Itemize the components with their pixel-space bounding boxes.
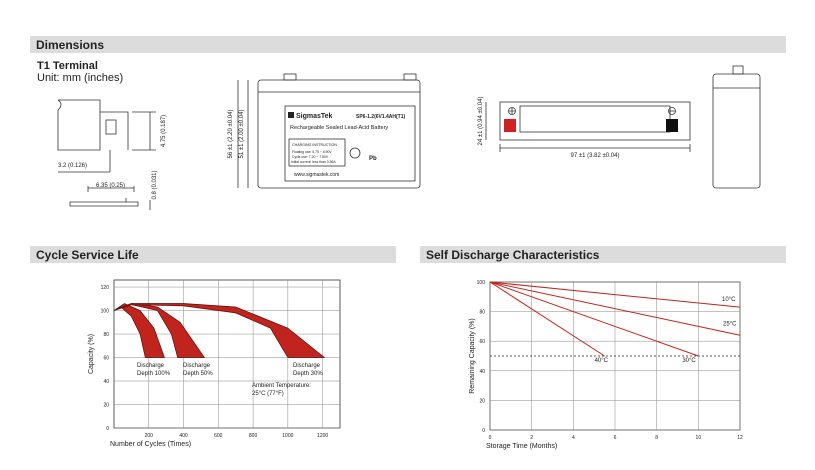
x-tick-label: 400: [179, 433, 188, 439]
y-tick-label: 100: [101, 309, 110, 315]
x-tick-label: 8: [655, 435, 658, 441]
x-tick-label: 1200: [317, 433, 328, 439]
y-tick-label: 80: [479, 310, 485, 316]
battery-side: [712, 65, 761, 189]
logo: [288, 112, 294, 118]
charging-line: CHARGING INSTRUCTION: [292, 143, 337, 147]
annotation: Discharge: [183, 363, 211, 369]
x-tick-label: 0: [489, 435, 492, 441]
x-tick-label: 10: [696, 435, 702, 441]
y-tick-label: 80: [103, 332, 109, 338]
x-axis-title: Storage Time (Months): [486, 443, 557, 450]
brand: SigmasTek: [296, 113, 333, 120]
model: SP6-1.2(6V1.4AH(T1): [356, 114, 406, 120]
annotation: Discharge: [137, 363, 165, 369]
x-tick-label: 800: [249, 433, 258, 439]
series-label: 25°C: [723, 321, 737, 327]
y-axis-title: Capacity (%): [88, 334, 95, 374]
terminal-unit: Unit: mm (inches): [37, 72, 123, 84]
y-tick-label: 60: [479, 339, 485, 345]
dimension-label: 6.35 (0.25): [96, 183, 125, 189]
series-label: 30°C: [682, 358, 696, 364]
dimension-label: 4.75 (0.187): [161, 115, 167, 147]
y-tick-label: 60: [103, 356, 109, 362]
battery-top: [485, 101, 691, 152]
x-tick-label: 12: [737, 435, 743, 441]
y-tick-label: 20: [479, 398, 485, 404]
y-tick-label: 120: [101, 285, 110, 291]
capacity-band: [113, 303, 326, 358]
terminal-negative: [666, 119, 678, 132]
x-tick-label: 2: [530, 435, 533, 441]
discharge-line: [489, 281, 741, 308]
discharge-line: [489, 281, 699, 357]
y-tick-label: 20: [103, 403, 109, 409]
description: Rechargeable Sealed Lead-Acid Battery: [290, 125, 388, 131]
y-tick-label: 100: [477, 280, 486, 286]
x-axis-title: Number of Cycles (Times): [110, 441, 191, 448]
annotation: Discharge: [293, 363, 321, 369]
x-tick-label: 600: [214, 433, 223, 439]
dimension-label: 24 ±1 (0.94 ±0.04): [478, 97, 484, 146]
annotation: Depth 100%: [137, 371, 171, 377]
section-bar: [30, 36, 786, 53]
terminal-title: T1 Terminal: [37, 60, 98, 72]
annotation: Depth 50%: [183, 371, 213, 377]
charging-line: Floating use: 6.75 ~ 6.90V: [292, 150, 332, 154]
x-tick-label: 6: [614, 435, 617, 441]
y-tick-label: 40: [479, 369, 485, 375]
section-bar: [30, 246, 396, 263]
section-bar: [420, 246, 786, 263]
dimension-label: 3.2 (0.126): [58, 163, 87, 169]
annotation: Depth 30%: [293, 371, 323, 377]
discharge-line: [489, 281, 741, 336]
dimension-label: 97 ±1 (3.82 ±0.04): [571, 153, 620, 159]
series-label: 40°C: [595, 358, 609, 364]
y-tick-label: 0: [482, 428, 485, 434]
capacity-band: [113, 303, 165, 358]
section-title: Cycle Service Life: [36, 248, 139, 262]
annotation: Ambient Temperature:: [252, 383, 311, 389]
x-tick-label: 1000: [282, 433, 293, 439]
capacity-band: [113, 303, 206, 358]
charging-line: Cycle use: 7.20 ~ 7.50V: [292, 155, 329, 159]
y-tick-label: 0: [106, 426, 109, 432]
dimension-label: 51 ±1 (2.00 ±0.04): [239, 110, 245, 159]
discharge-line: [489, 281, 605, 357]
battery-front: [237, 73, 421, 189]
y-axis-title: Remaining Capacity (%): [469, 318, 476, 393]
y-tick-label: 40: [103, 379, 109, 385]
icon-label: Pb: [369, 156, 377, 162]
annotation: 25°C (77°F): [252, 391, 284, 397]
x-tick-label: 200: [145, 433, 154, 439]
series-label: 10°C: [722, 297, 736, 303]
section-title: Self Discharge Characteristics: [426, 248, 600, 262]
dimension-label: 56 ±1 (2.20 ±0.04): [228, 110, 234, 159]
terminal-positive: [504, 119, 516, 132]
terminal-drawing: [57, 99, 156, 210]
section-title: Dimensions: [36, 38, 104, 52]
x-tick-label: 4: [572, 435, 575, 441]
dimension-label: 0.8 (0.031): [152, 170, 158, 199]
website: www.sigmastek.com: [294, 172, 339, 178]
charging-line: Initial current: less than 0.36A: [291, 160, 336, 164]
